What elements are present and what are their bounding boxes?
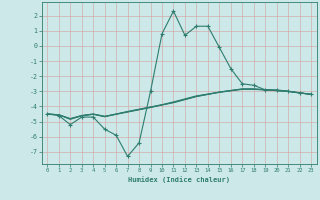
X-axis label: Humidex (Indice chaleur): Humidex (Indice chaleur)	[128, 176, 230, 183]
